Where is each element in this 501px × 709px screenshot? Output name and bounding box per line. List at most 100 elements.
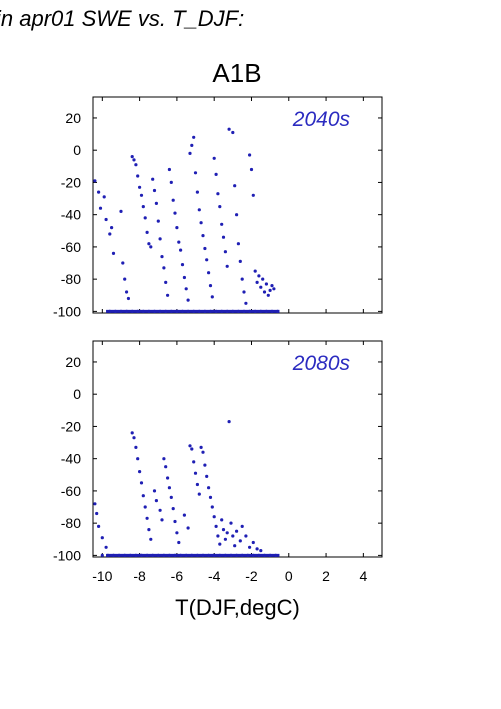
scatter-point — [154, 201, 158, 205]
scatter-point — [216, 192, 220, 196]
scatter-point — [179, 248, 183, 252]
scatter-point — [244, 301, 248, 305]
scatter-point — [121, 261, 125, 265]
scatter-point — [154, 499, 158, 503]
scatter-point — [190, 447, 194, 451]
scatter-point — [214, 172, 218, 176]
scatter-point — [188, 151, 192, 155]
scatter-point — [203, 463, 207, 467]
scatter-point — [248, 545, 252, 549]
scatter-point — [167, 486, 171, 490]
y-tick-label: -80 — [61, 271, 81, 287]
scatter-point — [130, 155, 134, 159]
scatter-point — [227, 127, 231, 131]
x-tick-label: -4 — [208, 568, 221, 584]
scatter-point — [205, 258, 209, 262]
scatter-point — [171, 507, 175, 511]
scatter-point — [125, 290, 129, 294]
scatter-point — [238, 539, 242, 543]
scatter-point — [102, 195, 106, 199]
scatter-point — [195, 482, 199, 487]
scatter-point — [221, 235, 226, 239]
scatter-point — [240, 524, 244, 529]
period-label-2080s: 2080s — [292, 352, 351, 375]
scatter-point — [208, 284, 213, 288]
scatter-point — [164, 465, 168, 469]
scatter-point — [248, 153, 252, 157]
scatter-point — [186, 298, 190, 302]
scatter-point — [218, 205, 222, 209]
scatter-point — [199, 221, 203, 225]
scatter-point — [130, 431, 134, 435]
scatter-point — [139, 481, 144, 485]
scatter-point — [201, 234, 205, 238]
scatter-point — [233, 184, 237, 188]
scatter-point — [110, 226, 114, 230]
scatter-point — [164, 280, 168, 284]
scatter-point — [197, 492, 201, 496]
scatter-point — [255, 547, 259, 551]
scatter-point — [236, 242, 240, 246]
scatter-point — [147, 528, 151, 532]
scatter-point — [149, 245, 153, 249]
scatter-point — [152, 489, 157, 493]
scatter-point — [262, 290, 267, 294]
scatter-point — [210, 505, 214, 509]
scatter-point — [212, 515, 216, 519]
y-tick-label: 20 — [65, 110, 81, 126]
scatter-point — [141, 494, 145, 498]
scatter-point — [264, 282, 268, 286]
scatter-point — [132, 436, 136, 440]
scatter-point — [192, 460, 196, 464]
scatter-point — [166, 293, 170, 297]
scatter-point — [139, 193, 144, 197]
scatter-point — [229, 521, 233, 525]
scatter-point — [231, 130, 235, 135]
y-tick-label: -60 — [61, 483, 81, 499]
scatter-point — [156, 219, 160, 223]
y-tick-label: 20 — [65, 354, 81, 370]
scatter-point — [242, 290, 246, 294]
scatter-point — [201, 450, 205, 454]
scatter-point — [97, 524, 101, 529]
scatter-point — [147, 242, 151, 246]
scatter-point — [100, 553, 104, 558]
scatter-point — [199, 445, 203, 449]
scatter-point — [251, 540, 255, 545]
scatter-point — [162, 457, 166, 461]
scatter-point — [180, 263, 185, 267]
y-tick-label: -100 — [53, 303, 81, 319]
scatter-point — [238, 259, 242, 263]
scatter-point — [268, 288, 272, 292]
scatter-point — [216, 534, 220, 538]
scatter-point — [190, 143, 194, 147]
x-tick-label: 2 — [322, 568, 330, 584]
y-tick-label: -20 — [61, 174, 81, 190]
scatter-point — [210, 295, 214, 299]
scatter-point — [104, 217, 108, 222]
scatter-point — [259, 285, 263, 289]
scatter-point — [272, 287, 276, 291]
scatter-point — [169, 495, 173, 499]
scatter-point — [195, 190, 199, 194]
scatter-point — [126, 296, 130, 301]
scatter-point — [203, 246, 207, 251]
scatter-point — [141, 205, 145, 209]
y-tick-label: 0 — [73, 386, 81, 402]
scatter-point — [173, 211, 177, 215]
scatter-point — [192, 135, 196, 139]
scatter-point — [223, 250, 227, 254]
scatter-point — [225, 264, 229, 268]
scatter-point — [104, 545, 108, 549]
scatter-point — [136, 174, 140, 178]
scatter-point — [240, 277, 244, 281]
scatter-point — [249, 167, 254, 172]
scatter-point — [143, 216, 147, 220]
x-tick-label: -6 — [171, 568, 184, 584]
x-axis-label: T(DJF,degC) — [175, 595, 300, 620]
scatter-point — [169, 180, 173, 184]
scatter-point — [132, 158, 136, 162]
scatter-point — [235, 213, 239, 217]
scatter-point — [171, 198, 175, 202]
scatter-point — [193, 471, 198, 475]
